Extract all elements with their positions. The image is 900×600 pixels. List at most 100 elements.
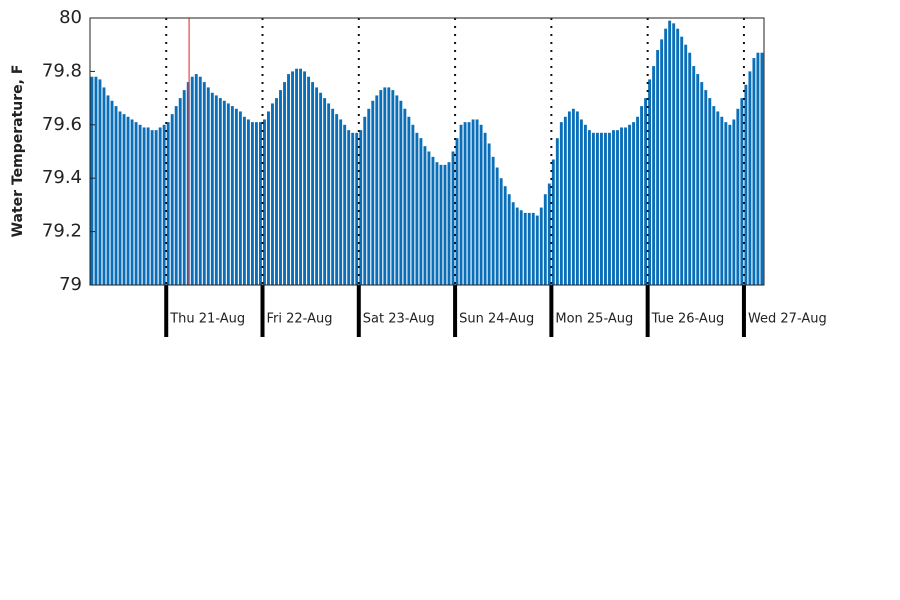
bar (455, 138, 459, 285)
bar (624, 127, 627, 285)
x-tick-label: Thu 21-Aug (169, 312, 245, 327)
bar (90, 76, 94, 286)
bar (222, 100, 226, 286)
bar (712, 106, 716, 285)
bar (267, 111, 270, 285)
bar (547, 183, 551, 285)
bar (692, 66, 696, 285)
bar (704, 90, 708, 285)
bar (748, 71, 752, 286)
bar (431, 156, 435, 285)
bar (150, 130, 154, 285)
bar (126, 116, 130, 285)
bar (307, 76, 311, 286)
bar (327, 103, 331, 285)
bar (238, 111, 242, 285)
bar (351, 132, 355, 285)
bar (656, 50, 660, 285)
bar (443, 164, 447, 285)
bar (591, 132, 595, 285)
bar (311, 82, 315, 285)
bar (720, 116, 724, 285)
bar (186, 82, 190, 285)
bar (728, 124, 732, 285)
bar (271, 103, 274, 285)
bar (206, 87, 210, 285)
bar (708, 98, 712, 285)
bar (515, 207, 519, 285)
bar (399, 100, 403, 286)
bar (331, 108, 335, 285)
bar (551, 159, 555, 285)
bar (503, 186, 507, 285)
bar (323, 98, 327, 285)
bar (672, 23, 676, 286)
bar (226, 103, 230, 285)
bar (343, 124, 347, 285)
bar (130, 119, 134, 286)
bar (355, 132, 359, 285)
bar (279, 90, 282, 285)
bar (363, 116, 367, 285)
bar (375, 95, 379, 286)
bar (250, 122, 254, 285)
x-tick-label: Tue 26-Aug (651, 312, 725, 327)
bar (600, 132, 603, 285)
bar (680, 36, 684, 285)
bar (194, 74, 198, 285)
bar (106, 95, 110, 286)
bar (291, 71, 294, 286)
bar (154, 130, 158, 285)
bar (724, 122, 728, 285)
bar (459, 124, 463, 285)
bar (744, 84, 748, 285)
bar (158, 127, 162, 285)
bar (471, 119, 475, 286)
bar (287, 74, 290, 285)
bar (102, 87, 106, 285)
bar (214, 95, 218, 286)
bar (539, 207, 543, 285)
bar (347, 130, 351, 285)
bar (535, 215, 539, 285)
bar (419, 138, 423, 285)
bar (676, 28, 680, 286)
bar (636, 116, 640, 285)
bar (652, 66, 656, 285)
bar (174, 106, 178, 285)
x-tick-label: Wed 27-Aug (748, 312, 827, 327)
bar (559, 122, 563, 285)
bar (563, 116, 567, 285)
bar (259, 122, 262, 285)
bar (447, 162, 451, 285)
y-tick-label: 79.2 (42, 221, 82, 242)
bar (632, 122, 635, 285)
bar (303, 71, 307, 286)
bar (736, 108, 740, 285)
bar (740, 98, 744, 285)
bar (403, 108, 407, 285)
y-tick-label: 80 (59, 7, 82, 28)
bar (696, 74, 700, 285)
bar (234, 108, 238, 285)
x-tick-label: Fri 22-Aug (267, 312, 333, 327)
bar (467, 122, 471, 285)
x-tick-label: Mon 25-Aug (555, 312, 633, 327)
bar (407, 116, 411, 285)
bar (587, 130, 591, 285)
bar (178, 98, 182, 285)
bar (335, 114, 339, 286)
bar (604, 132, 607, 285)
bar (254, 122, 258, 285)
bar (110, 100, 114, 286)
bar (612, 130, 615, 285)
bar (359, 130, 363, 285)
bar (423, 146, 427, 285)
bar (439, 164, 443, 285)
bar (752, 58, 756, 285)
bar (379, 90, 383, 285)
x-tick-label: Sat 23-Aug (363, 312, 435, 327)
bar (491, 156, 495, 285)
bar (616, 130, 619, 285)
